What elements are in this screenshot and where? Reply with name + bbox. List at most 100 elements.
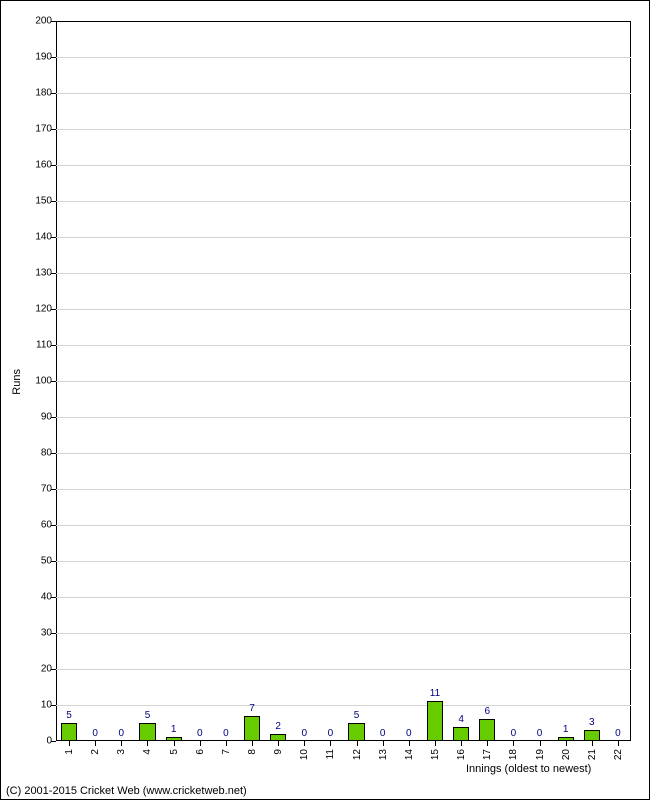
x-tick-label: 1 — [64, 749, 75, 755]
y-tick-label: 50 — [41, 556, 52, 567]
x-tick-mark — [435, 741, 436, 746]
y-tick-label: 30 — [41, 628, 52, 639]
x-tick-label: 7 — [221, 749, 232, 755]
gridline — [56, 57, 631, 58]
bar-value-label: 0 — [92, 728, 98, 739]
x-tick-label: 12 — [352, 749, 363, 760]
x-tick-label: 6 — [195, 749, 206, 755]
bar-value-label: 1 — [563, 724, 569, 735]
gridline — [56, 453, 631, 454]
y-tick-label: 40 — [41, 592, 52, 603]
y-tick-label: 130 — [35, 268, 52, 279]
bar-value-label: 0 — [328, 728, 334, 739]
bar — [348, 723, 364, 741]
y-tick-label: 140 — [35, 232, 52, 243]
x-tick-mark — [513, 741, 514, 746]
x-tick-mark — [592, 741, 593, 746]
y-tick-label: 170 — [35, 124, 52, 135]
y-axis-title: Runs — [11, 369, 23, 395]
gridline — [56, 417, 631, 418]
y-tick-label: 60 — [41, 520, 52, 531]
gridline — [56, 633, 631, 634]
bar-value-label: 5 — [354, 710, 360, 721]
y-tick-label: 10 — [41, 700, 52, 711]
x-tick-mark — [147, 741, 148, 746]
bar-value-label: 4 — [458, 714, 464, 725]
bar-value-label: 1 — [171, 724, 177, 735]
bar — [61, 723, 77, 741]
x-tick-mark — [383, 741, 384, 746]
x-tick-label: 16 — [456, 749, 467, 760]
bar — [479, 719, 495, 741]
gridline — [56, 273, 631, 274]
bar-value-label: 0 — [302, 728, 308, 739]
bar — [270, 734, 286, 741]
gridline — [56, 201, 631, 202]
x-tick-mark — [226, 741, 227, 746]
gridline — [56, 237, 631, 238]
bar-value-label: 0 — [511, 728, 517, 739]
gridline — [56, 93, 631, 94]
gridline — [56, 345, 631, 346]
y-tick-label: 100 — [35, 376, 52, 387]
x-tick-label: 2 — [90, 749, 101, 755]
bar-value-label: 0 — [406, 728, 412, 739]
bar-value-label: 0 — [537, 728, 543, 739]
plot-area: 0102030405060708090100110120130140150160… — [56, 21, 631, 741]
x-tick-mark — [278, 741, 279, 746]
gridline — [56, 489, 631, 490]
x-tick-label: 3 — [116, 749, 127, 755]
x-tick-label: 17 — [482, 749, 493, 760]
y-tick-label: 180 — [35, 88, 52, 99]
y-tick-label: 0 — [46, 736, 52, 747]
bar — [584, 730, 600, 741]
gridline — [56, 309, 631, 310]
copyright-text: (C) 2001-2015 Cricket Web (www.cricketwe… — [6, 785, 247, 797]
gridline — [56, 381, 631, 382]
y-tick-label: 80 — [41, 448, 52, 459]
x-tick-label: 19 — [535, 749, 546, 760]
x-tick-label: 11 — [325, 749, 336, 759]
x-tick-mark — [69, 741, 70, 746]
bar — [453, 727, 469, 741]
x-tick-mark — [357, 741, 358, 746]
x-tick-label: 13 — [378, 749, 389, 760]
y-tick-label: 150 — [35, 196, 52, 207]
bar-value-label: 2 — [275, 721, 281, 732]
x-tick-mark — [95, 741, 96, 746]
x-tick-label: 21 — [587, 749, 598, 760]
gridline — [56, 561, 631, 562]
x-tick-label: 14 — [404, 749, 415, 760]
bar-value-label: 7 — [249, 703, 255, 714]
x-tick-mark — [304, 741, 305, 746]
bar-value-label: 0 — [615, 728, 621, 739]
gridline — [56, 129, 631, 130]
y-tick-label: 200 — [35, 16, 52, 27]
x-tick-mark — [330, 741, 331, 746]
x-tick-label: 10 — [299, 749, 310, 760]
bar — [139, 723, 155, 741]
bar-value-label: 3 — [589, 717, 595, 728]
bar-value-label: 5 — [66, 710, 72, 721]
x-tick-label: 5 — [169, 749, 180, 755]
x-tick-label: 20 — [561, 749, 572, 760]
y-tick-label: 120 — [35, 304, 52, 315]
x-tick-label: 15 — [430, 749, 441, 760]
x-tick-mark — [487, 741, 488, 746]
x-tick-mark — [252, 741, 253, 746]
bar-value-label: 0 — [223, 728, 229, 739]
bar-value-label: 6 — [484, 706, 490, 717]
gridline — [56, 705, 631, 706]
y-tick-label: 70 — [41, 484, 52, 495]
x-tick-mark — [200, 741, 201, 746]
x-tick-mark — [409, 741, 410, 746]
x-tick-label: 18 — [508, 749, 519, 760]
x-tick-mark — [618, 741, 619, 746]
gridline — [56, 669, 631, 670]
y-tick-label: 90 — [41, 412, 52, 423]
bar-value-label: 0 — [197, 728, 203, 739]
gridline — [56, 525, 631, 526]
y-tick-label: 20 — [41, 664, 52, 675]
gridline — [56, 597, 631, 598]
bar-value-label: 5 — [145, 710, 151, 721]
